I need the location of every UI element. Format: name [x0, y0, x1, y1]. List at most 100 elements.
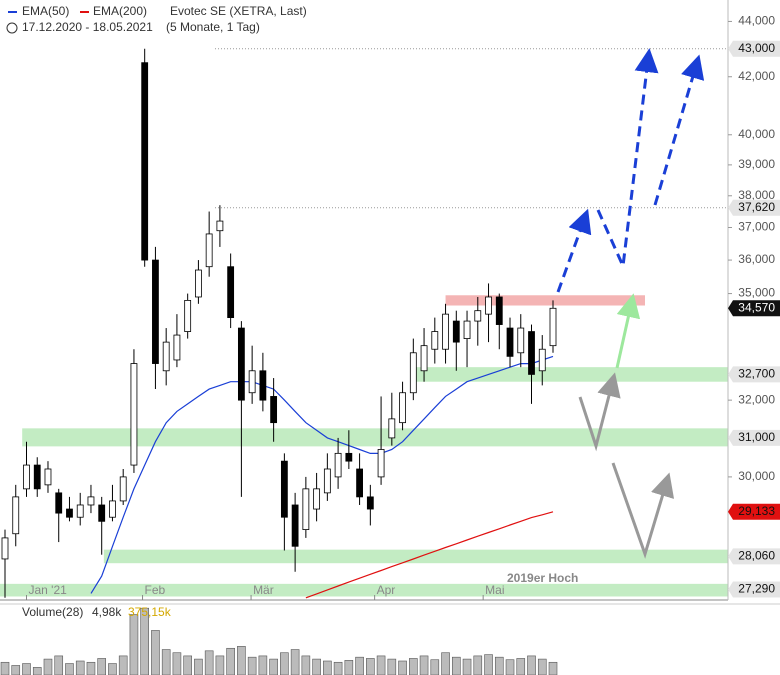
volume-bar: [366, 658, 375, 675]
level-label: 31,000: [738, 430, 775, 444]
arrow-v-gray-2: [611, 462, 675, 559]
y-tick-label: 39,000: [738, 157, 775, 171]
candle-body: [485, 296, 492, 315]
level-label: 27,290: [738, 582, 775, 596]
candle-body: [152, 259, 159, 364]
x-tick-label: Feb: [145, 583, 166, 597]
support-zone: [103, 549, 728, 564]
x-tick-label: Jan '21: [28, 583, 67, 597]
period-note: (5 Monate, 1 Tag): [166, 20, 260, 34]
volume-bar: [398, 660, 407, 675]
candle-body: [323, 468, 331, 494]
arrow-up-blue-2: [653, 54, 705, 206]
volume-bar: [0, 661, 10, 675]
volume-bar: [494, 656, 504, 675]
volume-average: 375,15k: [128, 605, 172, 619]
candle-body: [216, 220, 224, 232]
support-zone: [22, 428, 729, 447]
candle-body: [399, 392, 406, 424]
volume-bar: [54, 655, 64, 675]
volume-bar: [140, 607, 149, 675]
y-tick-label: 37,000: [738, 220, 775, 234]
level-label: 34,570: [738, 300, 775, 314]
arrow-up-blue: [556, 208, 592, 293]
candle-body: [431, 331, 439, 350]
volume-bar: [118, 655, 128, 675]
candle-body: [23, 464, 30, 490]
volume-bar: [548, 661, 558, 675]
x-tick-label: Apr: [377, 583, 396, 597]
scenario-arrows: [556, 48, 705, 559]
volume-bar: [11, 665, 21, 675]
candle-body: [528, 331, 535, 375]
candle-body: [549, 307, 557, 347]
candle-body: [248, 370, 256, 394]
level-label: 28,060: [738, 549, 775, 563]
candle-body: [388, 418, 396, 439]
candle-body: [377, 449, 385, 478]
instrument: Evotec SE (XETRA, Last): [170, 4, 307, 18]
volume-bar: [430, 659, 440, 675]
candle-body: [302, 488, 310, 530]
level-box: [728, 300, 780, 317]
candle-body: [452, 320, 460, 343]
candle-body: [33, 464, 41, 490]
candle-body: [119, 476, 127, 502]
volume-bar: [516, 658, 526, 675]
volume-bar: [86, 661, 96, 675]
candle-body: [205, 233, 213, 268]
candle-body: [259, 370, 267, 401]
resistance-zone: [445, 295, 645, 306]
volume-bar: [204, 650, 214, 675]
legend-label: EMA(200): [93, 4, 147, 18]
volume-bar: [258, 655, 268, 675]
volume-bar: [194, 658, 203, 675]
candle-body: [1, 537, 9, 560]
volume-bar: [451, 656, 461, 675]
volume-bar: [484, 654, 493, 675]
candle-body: [313, 488, 321, 510]
volume-bar: [151, 630, 160, 675]
candle-body: [55, 492, 63, 514]
y-tick-label: 40,000: [738, 127, 775, 141]
candle-body: [237, 327, 245, 401]
level-box: [728, 548, 780, 565]
candle-body: [420, 345, 428, 372]
volume-bar: [409, 658, 418, 675]
volume-bar: [344, 660, 354, 675]
volume-bar: [387, 658, 397, 675]
volume-bar: [323, 660, 332, 675]
level-box: [728, 503, 780, 520]
volume-bar: [43, 658, 53, 675]
candle-body: [517, 327, 525, 354]
volume-bar: [215, 655, 225, 675]
y-tick-label: 36,000: [738, 252, 775, 266]
arrow-up-green: [615, 293, 641, 369]
clock-icon: [6, 22, 18, 34]
volume-bar: [161, 649, 171, 675]
candle-body: [130, 363, 138, 466]
volume-bar: [301, 655, 311, 675]
volume-bar: [247, 656, 257, 675]
volume-bar: [129, 614, 139, 675]
candle-body: [334, 452, 342, 478]
candle-body: [109, 500, 116, 518]
level-label: 32,700: [738, 367, 775, 381]
volume-bar: [22, 663, 31, 675]
candle-body: [184, 299, 192, 332]
volume-bar: [441, 652, 450, 675]
candle-body: [66, 508, 73, 518]
level-box: [728, 199, 780, 216]
y-tick-label: 35,000: [738, 286, 775, 300]
candle-body: [442, 313, 449, 350]
level-box: [728, 429, 780, 446]
candle-body: [474, 310, 482, 322]
level-box: [728, 40, 780, 57]
legend: EMA(50) EMA(200) Evotec SE (XETRA, Last)…: [6, 4, 307, 34]
candle-body: [195, 269, 202, 298]
volume-bar: [333, 661, 343, 675]
candle-body: [538, 348, 546, 372]
candle-body: [76, 504, 84, 518]
volume-bar: [183, 655, 192, 675]
candle-body: [98, 504, 106, 522]
